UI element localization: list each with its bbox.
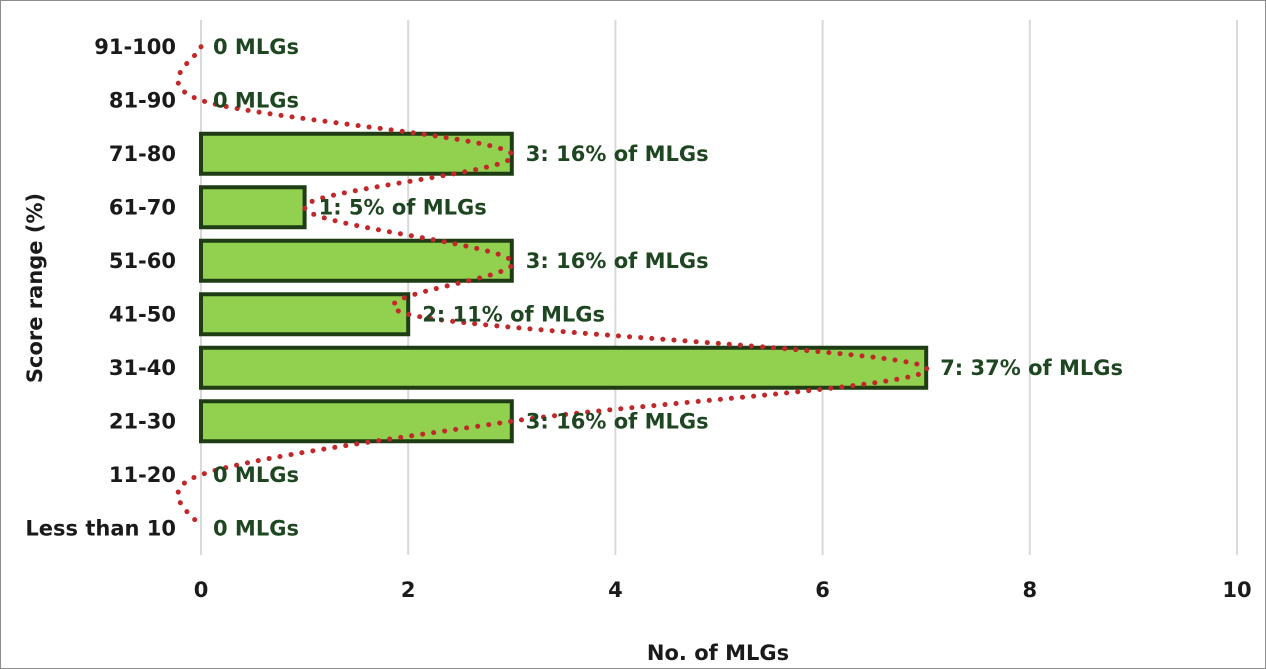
category-label-41-50: 41-50 (109, 302, 176, 326)
data-label-41-50: 2: 11% of MLGs (422, 302, 605, 326)
x-tick-6: 6 (815, 578, 830, 602)
data-label-61-70: 1: 5% of MLGs (319, 195, 487, 219)
category-label-71-80: 71-80 (109, 142, 176, 166)
x-tick-10: 10 (1222, 578, 1251, 602)
data-label-21-30: 3: 16% of MLGs (526, 409, 709, 433)
category-label-51-60: 51-60 (109, 249, 176, 273)
bars (199, 131, 929, 444)
x-tick-4: 4 (608, 578, 623, 602)
trendline (175, 44, 930, 531)
bar-61-70 (199, 185, 307, 230)
data-label-91-100: 0 MLGs (213, 35, 299, 59)
category-label-less-than-10: Less than 10 (25, 516, 176, 540)
data-label-71-80: 3: 16% of MLGs (526, 142, 709, 166)
data-label-31-40: 7: 37% of MLGs (940, 356, 1123, 380)
data-label-11-20: 0 MLGs (213, 463, 299, 487)
bar-51-60 (199, 238, 514, 283)
data-labels: 0 MLGs 0 MLGs 3: 16% of MLGs 1: 5% of MLGs 3… (213, 35, 1123, 541)
x-tick-labels: 0 2 4 6 8 10 (194, 578, 1252, 602)
data-label-51-60: 3: 16% of MLGs (526, 249, 709, 273)
bar-21-30 (199, 399, 514, 444)
x-axis-title: No. of MLGs (647, 641, 789, 665)
category-label-31-40: 31-40 (109, 356, 176, 380)
category-label-21-30: 21-30 (109, 409, 176, 433)
gridlines (200, 20, 1238, 555)
x-tick-0: 0 (194, 578, 209, 602)
bar-71-80 (199, 131, 514, 176)
category-label-11-20: 11-20 (109, 463, 176, 487)
category-label-91-100: 91-100 (94, 35, 176, 59)
x-tick-2: 2 (401, 578, 416, 602)
data-label-81-90: 0 MLGs (213, 88, 299, 112)
category-label-61-70: 61-70 (109, 195, 176, 219)
category-label-81-90: 81-90 (109, 88, 176, 112)
category-labels: 91-100 81-90 71-80 61-70 51-60 41-50 31-40 21-3… (25, 35, 176, 541)
x-tick-8: 8 (1022, 578, 1037, 602)
data-label-less-than-10: 0 MLGs (213, 516, 299, 540)
y-axis-title: Score range (%) (23, 193, 47, 383)
bar-41-50 (199, 292, 411, 337)
